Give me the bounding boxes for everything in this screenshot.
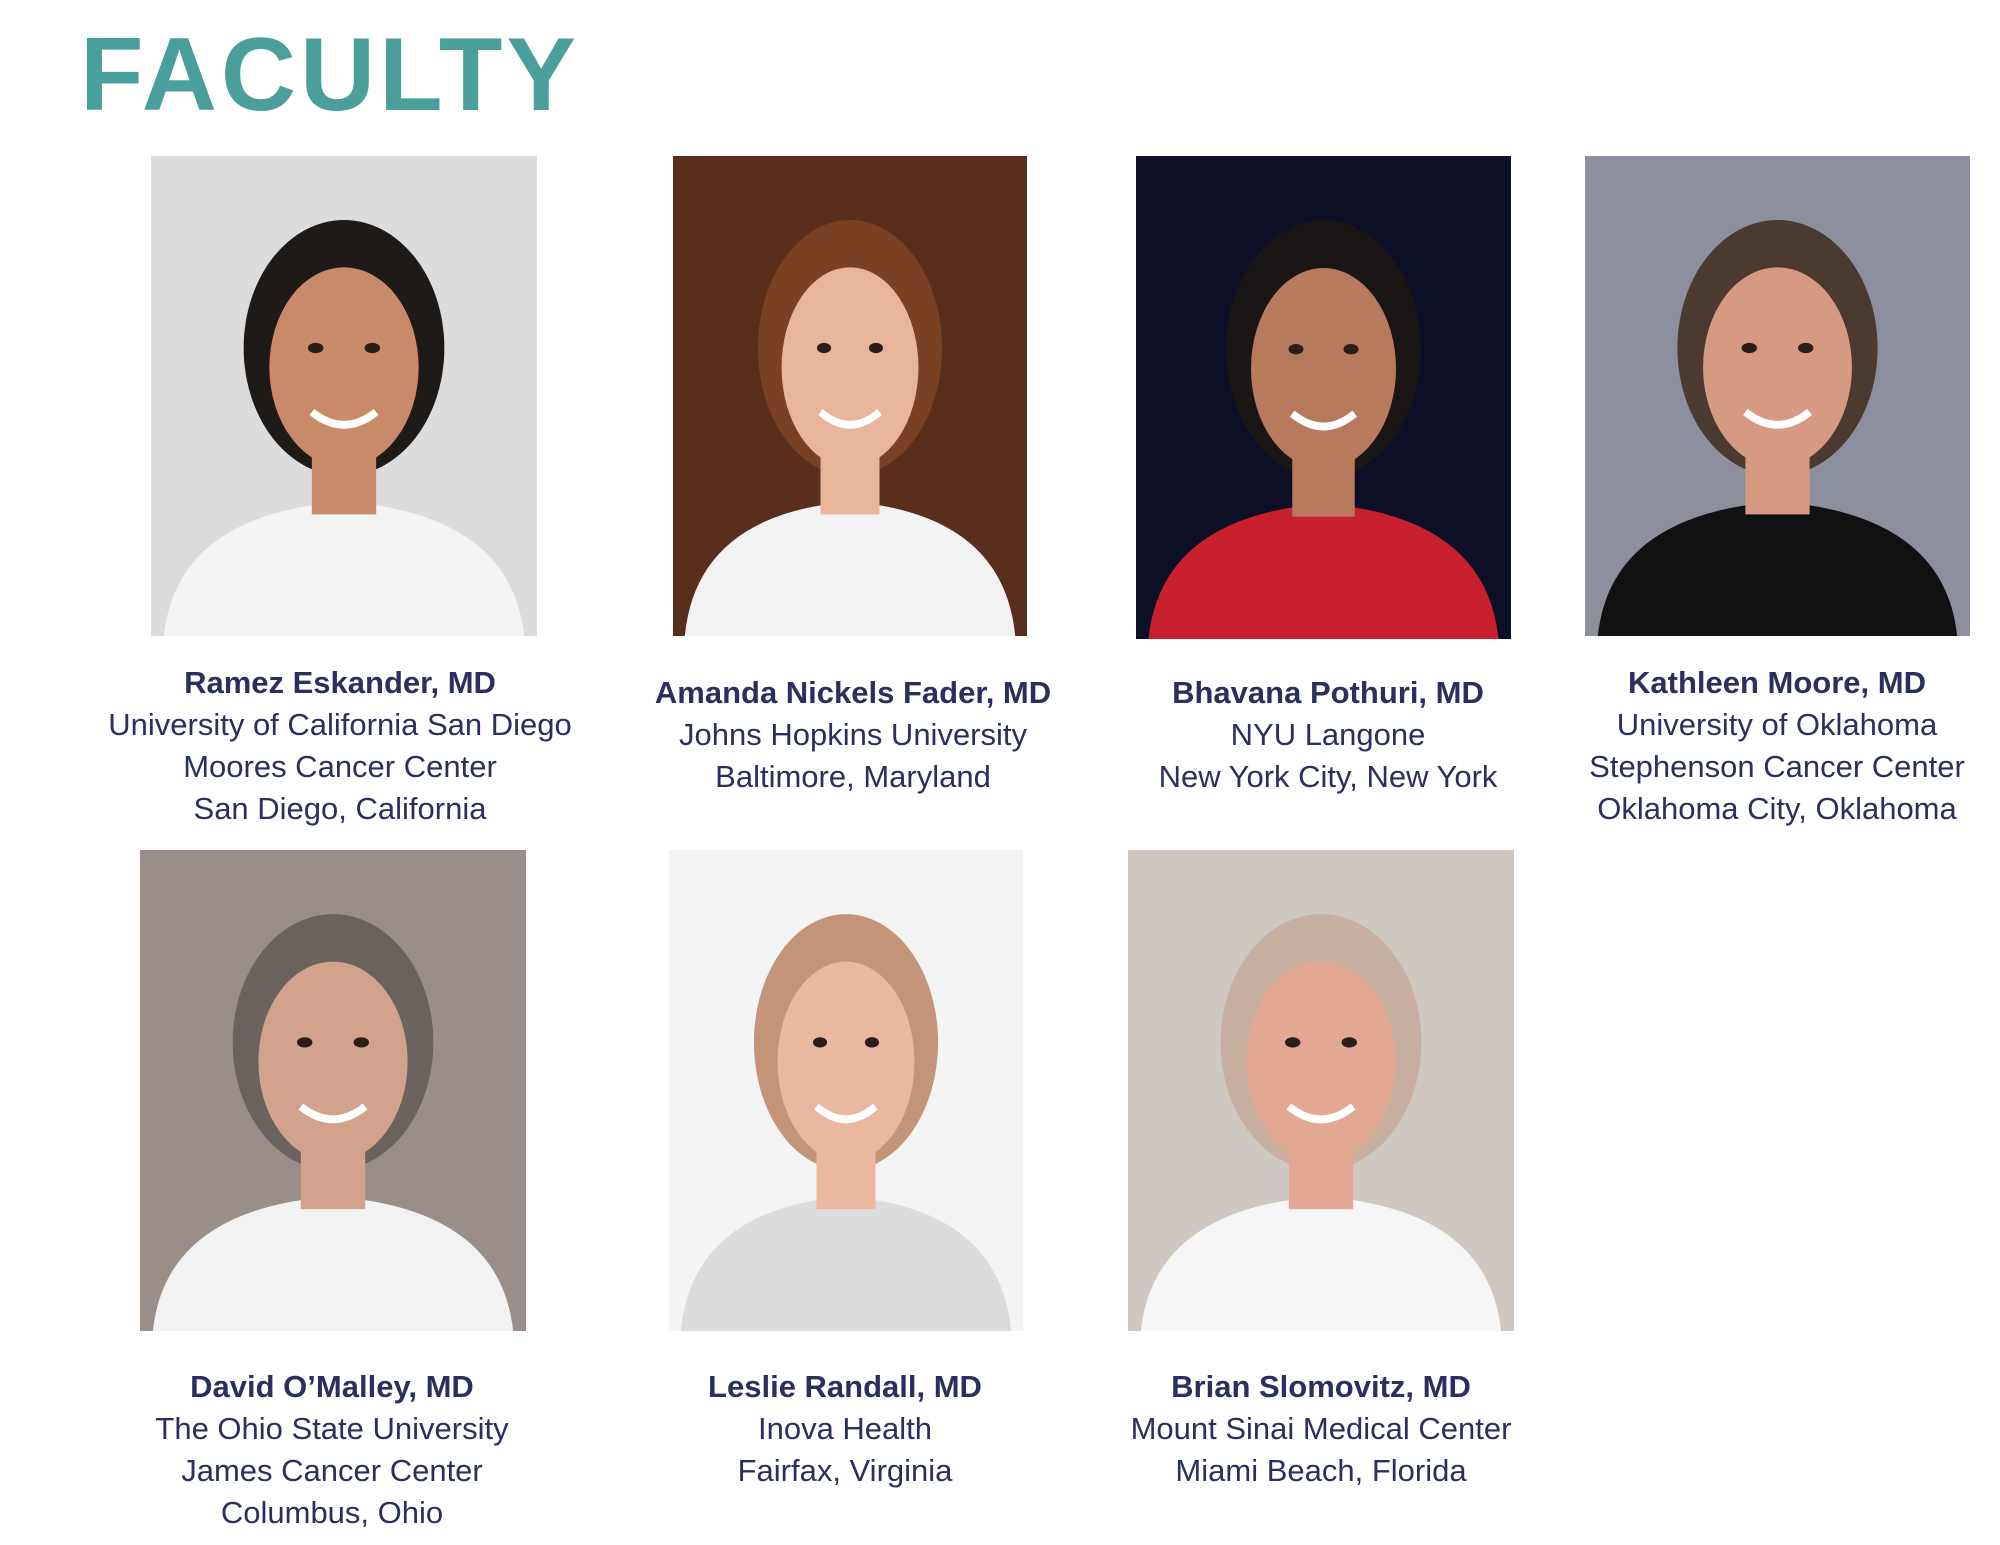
faculty-name: Brian Slomovitz, MD — [1171, 1369, 1471, 1404]
faculty-photo — [151, 156, 537, 636]
faculty-card: Brian Slomovitz, MD Mount Sinai Medical C… — [1061, 1366, 1581, 1492]
faculty-affiliation-line: University of California San Diego — [108, 707, 572, 742]
faculty-affiliation-line: Mount Sinai Medical Center — [1130, 1411, 1512, 1446]
faculty-photo — [1585, 156, 1970, 636]
faculty-affiliation-line: Oklahoma City, Oklahoma — [1597, 791, 1957, 826]
faculty-photo — [140, 850, 526, 1331]
faculty-affiliation-line: Columbus, Ohio — [220, 1495, 444, 1530]
faculty-photo — [1136, 156, 1511, 639]
faculty-name: Bhavana Pothuri, MD — [1172, 675, 1484, 710]
page-title: FACULTY — [80, 17, 580, 133]
faculty-card: Kathleen Moore, MD University of Oklahoma… — [1517, 662, 2000, 830]
faculty-affiliation-line: Stephenson Cancer Center — [1589, 749, 1965, 784]
faculty-affiliation-line: New York City, New York — [1158, 759, 1498, 794]
faculty-name: David O’Malley, MD — [190, 1369, 474, 1404]
faculty-affiliation-line: Baltimore, Maryland — [715, 759, 991, 794]
faculty-affiliation-line: James Cancer Center — [181, 1453, 483, 1488]
faculty-name: Leslie Randall, MD — [708, 1369, 982, 1404]
faculty-card: Ramez Eskander, MD University of Californ… — [80, 662, 600, 830]
faculty-photo — [1128, 850, 1514, 1331]
faculty-name: Kathleen Moore, MD — [1628, 665, 1926, 700]
faculty-card: Amanda Nickels Fader, MD Johns Hopkins Un… — [593, 672, 1113, 798]
faculty-name: Amanda Nickels Fader, MD — [654, 675, 1052, 710]
faculty-affiliation-line: Fairfax, Virginia — [737, 1453, 953, 1488]
faculty-card: Leslie Randall, MD Inova Health Fairfax, V… — [585, 1366, 1105, 1492]
faculty-affiliation-line: Johns Hopkins University — [678, 717, 1028, 752]
faculty-name: Ramez Eskander, MD — [184, 665, 496, 700]
faculty-affiliation-line: San Diego, California — [193, 791, 487, 826]
faculty-affiliation-line: Moores Cancer Center — [183, 749, 497, 784]
faculty-card: Bhavana Pothuri, MD NYU Langone New York C… — [1068, 672, 1588, 798]
faculty-affiliation-line: The Ohio State University — [155, 1411, 509, 1446]
faculty-card: David O’Malley, MD The Ohio State Univers… — [72, 1366, 592, 1534]
faculty-affiliation-line: Miami Beach, Florida — [1175, 1453, 1467, 1488]
faculty-affiliation-line: University of Oklahoma — [1616, 707, 1938, 742]
faculty-affiliation-line: Inova Health — [757, 1411, 933, 1446]
faculty-photo — [673, 156, 1027, 636]
faculty-affiliation-line: NYU Langone — [1230, 717, 1426, 752]
faculty-photo — [669, 850, 1023, 1331]
